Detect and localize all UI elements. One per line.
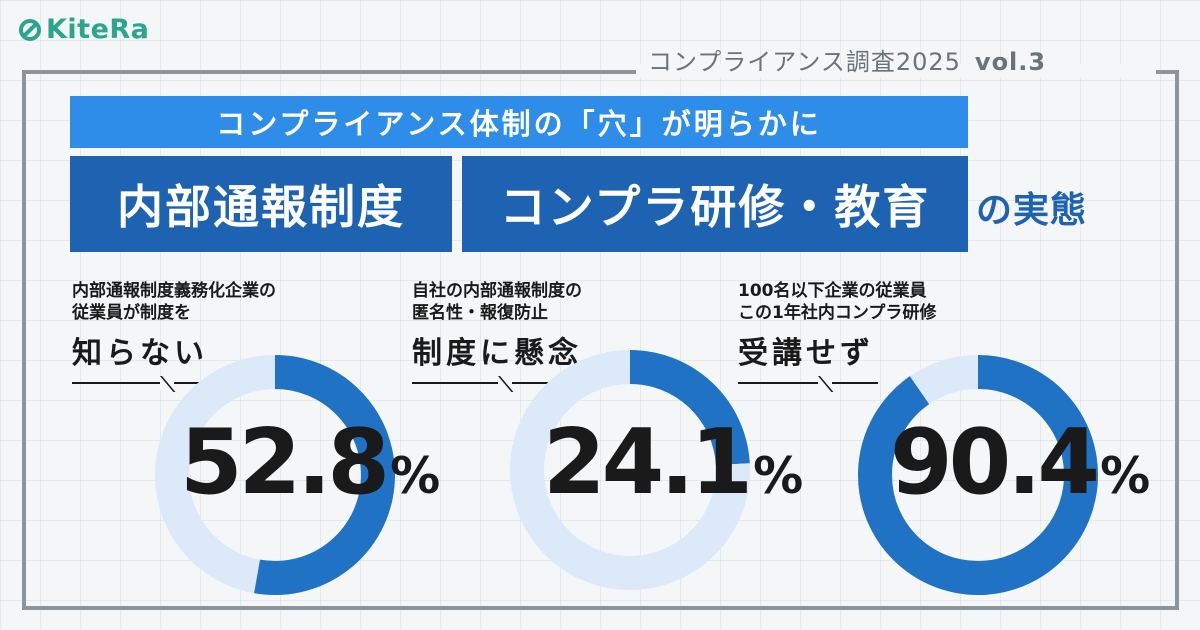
frame-title-gap <box>636 64 1156 78</box>
stat-value-2: 24.1% <box>543 410 803 515</box>
percent-sign: % <box>390 447 441 505</box>
donut-slice-highlight <box>629 350 750 466</box>
tag-suffix: の実態 <box>976 190 1088 231</box>
stat-key-phrase: 受講せず <box>738 336 874 371</box>
donut-chart-3 <box>858 355 1098 595</box>
brand-logo[interactable]: KiteRa <box>18 14 149 45</box>
stat-description-line-1: 自社の内部通報制度の <box>412 281 582 301</box>
donut-chart-2 <box>510 350 750 590</box>
stat-value-number: 24.1 <box>543 410 753 515</box>
stat-description-line-1: 内部通報制度義務化企業の <box>72 281 276 301</box>
survey-title-text: コンプライアンス調査2025 <box>648 48 961 76</box>
stat-value-3: 90.4% <box>890 410 1150 515</box>
stat-value-1: 52.8% <box>180 410 440 515</box>
kitera-logo-icon <box>19 18 41 41</box>
tag-compliance-training: コンプラ研修・教育 <box>462 156 968 252</box>
speech-notch <box>160 376 174 390</box>
stat-description-line-2: 匿名性・報復防止 <box>412 303 548 323</box>
stat-key-phrase: 知らない <box>72 336 208 371</box>
stat-description: 100名以下企業の従業員 この1年社内コンプラ研修 <box>738 280 1078 324</box>
speech-underline <box>738 372 878 384</box>
percent-sign: % <box>753 447 804 505</box>
stat-card-1: 内部通報制度義務化企業の 従業員が制度を 知らない <box>72 280 412 610</box>
stat-value-number: 52.8 <box>180 410 390 515</box>
survey-title: コンプライアンス調査2025 vol.3 <box>648 42 1148 77</box>
donut-slice-highlight <box>254 355 395 595</box>
brand-name: KiteRa <box>46 14 150 45</box>
donut-slice-remainder <box>909 355 979 405</box>
percent-sign: % <box>1100 447 1151 505</box>
stat-description-line-2: 従業員が制度を <box>72 303 191 323</box>
donut-slice-highlight <box>858 355 1098 595</box>
donut-chart-1 <box>155 355 395 595</box>
content-frame <box>22 70 1179 610</box>
stat-card-3: 100名以下企業の従業員 この1年社内コンプラ研修 受講せず <box>738 280 1078 610</box>
tag-whistleblowing: 内部通報制度 <box>70 156 452 252</box>
stat-description: 自社の内部通報制度の 匿名性・報復防止 <box>412 280 752 324</box>
stat-card-2: 自社の内部通報制度の 匿名性・報復防止 制度に懸念 <box>412 280 752 610</box>
speech-underline <box>72 372 232 384</box>
survey-volume: vol.3 <box>974 48 1047 76</box>
stat-description: 内部通報制度義務化企業の 従業員が制度を <box>72 280 412 324</box>
speech-notch <box>498 376 512 390</box>
stat-description-line-1: 100名以下企業の従業員 <box>738 281 927 301</box>
stat-value-number: 90.4 <box>890 410 1100 515</box>
stat-key-phrase: 制度に懸念 <box>412 336 582 371</box>
donut-slice-remainder <box>155 355 276 594</box>
headline-banner: コンプライアンス体制の「穴」が明らかに <box>70 96 968 148</box>
donut-slice-remainder <box>510 350 750 590</box>
stat-description-line-2: この1年社内コンプラ研修 <box>738 303 937 323</box>
speech-notch <box>818 376 832 390</box>
